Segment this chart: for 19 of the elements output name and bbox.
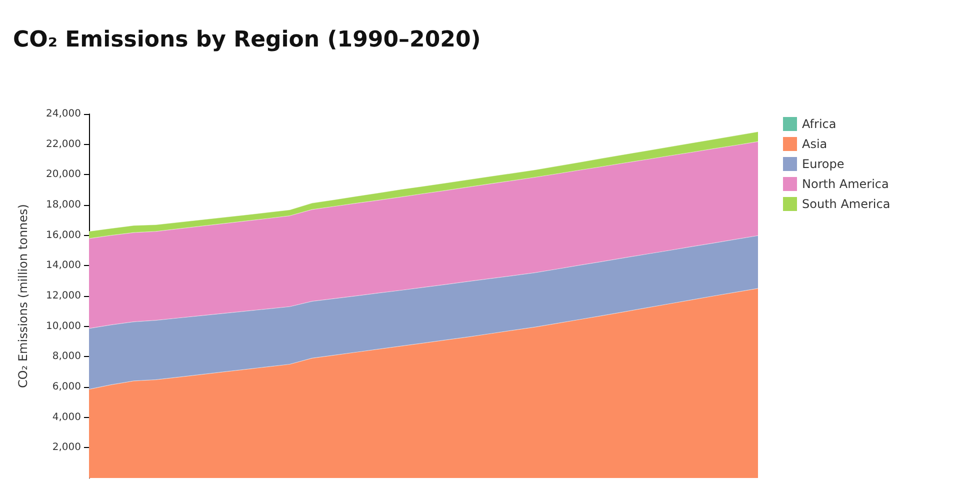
chart-title: CO₂ Emissions by Region (1990–2020): [13, 28, 481, 52]
legend-label: Asia: [802, 137, 828, 151]
y-tick-label: 20,000: [46, 169, 81, 180]
legend-label: South America: [802, 197, 890, 211]
y-tick-label: 10,000: [46, 320, 81, 332]
y-tick-label: 12,000: [46, 290, 81, 302]
y-tick-label: 6,000: [52, 382, 81, 392]
y-tick-label: 2,000: [52, 442, 81, 454]
y-tick-label: 18,000: [46, 200, 81, 210]
y-tick-label: 8,000: [52, 351, 81, 362]
y-tick-label: 24,000: [46, 108, 81, 120]
legend-label: Africa: [802, 117, 836, 131]
y-tick-label: 22,000: [46, 138, 81, 150]
y-tick-label: 16,000: [46, 230, 81, 241]
legend-label: North America: [802, 177, 889, 191]
y-axis-title: CO₂ Emissions (million tonnes): [16, 204, 30, 388]
legend-label: Europe: [802, 157, 844, 171]
y-tick-label: 4,000: [52, 412, 81, 423]
y-tick-label: 14,000: [46, 260, 81, 272]
